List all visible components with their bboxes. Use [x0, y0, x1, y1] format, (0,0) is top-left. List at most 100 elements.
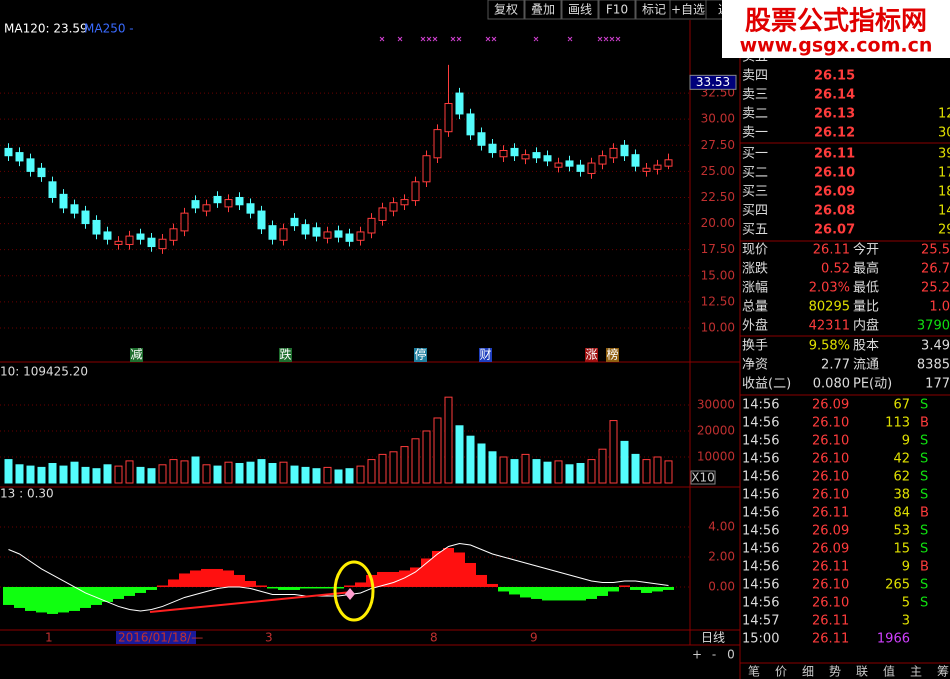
- volume-bar: [246, 461, 255, 484]
- event-label: 减: [130, 348, 142, 362]
- event-bg: [414, 348, 427, 362]
- cursor-date-bg: [116, 631, 196, 644]
- toolbar-button[interactable]: [598, 0, 636, 20]
- tick-time: 14:56: [742, 434, 779, 449]
- quote-value: 3.49: [921, 339, 950, 354]
- volume-bar: [235, 462, 244, 484]
- candle-body: [59, 193, 68, 209]
- toolbar-button[interactable]: [524, 0, 562, 20]
- quote-value: 2.77: [821, 358, 850, 373]
- tick-time: 15:00: [742, 632, 779, 647]
- control[interactable]: +: [692, 648, 702, 662]
- volume-bar: [488, 451, 497, 484]
- volume-bar: [477, 443, 486, 484]
- tab[interactable]: 势: [829, 665, 841, 679]
- tick-volume: 9: [902, 560, 910, 575]
- toolbar-label[interactable]: 标记: [642, 3, 666, 17]
- tick-price: 26.11: [812, 614, 849, 629]
- quote-label: 总量: [742, 300, 768, 315]
- toolbar-label[interactable]: +自选: [671, 3, 705, 17]
- book-label: 买一: [742, 147, 768, 162]
- book-volume: 30: [938, 126, 950, 141]
- book-label: 卖二: [742, 107, 768, 122]
- toolbar-label[interactable]: 复权: [494, 3, 518, 17]
- volume-bar: [345, 468, 354, 484]
- candle-body: [400, 199, 409, 206]
- tab[interactable]: 笔: [748, 664, 760, 679]
- volume-bar: [576, 462, 585, 484]
- volume-bar: [70, 461, 79, 484]
- macd-bar: [531, 586, 542, 599]
- macd-bar: [399, 570, 410, 587]
- volume-bar: [224, 461, 233, 484]
- tab[interactable]: 主: [910, 665, 922, 679]
- volume-header: 10: 109425.20: [0, 365, 88, 379]
- tab[interactable]: 联: [856, 665, 868, 679]
- toolbar-button[interactable]: [487, 0, 525, 20]
- tick-side: B: [920, 416, 929, 431]
- control[interactable]: 0: [727, 648, 735, 662]
- volume-bar: [356, 465, 365, 484]
- volume-bar: [587, 459, 596, 484]
- tab[interactable]: 价: [775, 665, 787, 679]
- volume-bar: [334, 469, 343, 484]
- toolbar-button[interactable]: [561, 0, 599, 20]
- tick-price: 26.09: [812, 398, 849, 413]
- book-price: 26.08: [814, 204, 855, 219]
- tick-price: 26.10: [812, 416, 849, 431]
- quote-value: 177: [925, 377, 950, 392]
- quote-value: 80295: [809, 300, 850, 315]
- macd-bar: [245, 580, 256, 587]
- tick-time: 14:56: [742, 506, 779, 521]
- candle-body: [499, 150, 508, 158]
- candle-body: [235, 196, 244, 206]
- candle-body: [290, 217, 299, 227]
- book-price: 26.09: [814, 185, 855, 200]
- tick-price: 26.11: [812, 560, 849, 575]
- toolbar-label[interactable]: 叠加: [531, 3, 555, 17]
- candle-body: [367, 217, 376, 234]
- unit-box: [690, 470, 716, 485]
- quote-label: 内盘: [853, 318, 879, 334]
- tick-time: 14:56: [742, 560, 779, 575]
- tick-price: 26.11: [812, 506, 849, 521]
- event-bg: [130, 348, 143, 362]
- macd-bar: [168, 579, 179, 587]
- macd-bar: [69, 586, 80, 611]
- tick-volume: 53: [893, 524, 910, 539]
- toolbar-label[interactable]: 画线: [568, 3, 592, 17]
- control[interactable]: -: [712, 648, 716, 662]
- tick-side: S: [920, 488, 928, 503]
- book-label: 买五: [742, 223, 768, 238]
- quote-value: 2.03%: [809, 281, 850, 296]
- cursor-label: 33.53: [696, 75, 730, 89]
- tab[interactable]: 值: [883, 664, 895, 679]
- book-volume: 18: [938, 185, 950, 200]
- candle-body: [213, 195, 222, 204]
- candle-body: [466, 113, 475, 136]
- macd-bar: [267, 586, 278, 589]
- tab[interactable]: 筹: [937, 665, 949, 679]
- macd-bar: [520, 586, 531, 598]
- volume-bar: [136, 466, 145, 484]
- annotation: [149, 560, 375, 622]
- volume-bar: [125, 460, 134, 484]
- macd-bar: [102, 586, 113, 602]
- quote-label: 股本: [853, 339, 879, 354]
- candle-body: [180, 212, 189, 232]
- candle-body: [411, 181, 420, 202]
- candle-body: [334, 230, 343, 238]
- volume-bar: [26, 465, 35, 484]
- macd-bar: [630, 586, 641, 590]
- tick-side: S: [920, 596, 928, 611]
- quote-value: 0.080: [813, 377, 850, 392]
- candle-body: [246, 203, 255, 214]
- tick-time: 14:56: [742, 470, 779, 485]
- candle-body: [455, 92, 464, 115]
- quote-value: 9.58%: [809, 339, 850, 354]
- tab[interactable]: 细: [802, 665, 814, 679]
- volume-bar: [48, 462, 57, 484]
- toolbar-label[interactable]: F10: [606, 3, 628, 17]
- macd-bar: [58, 586, 69, 613]
